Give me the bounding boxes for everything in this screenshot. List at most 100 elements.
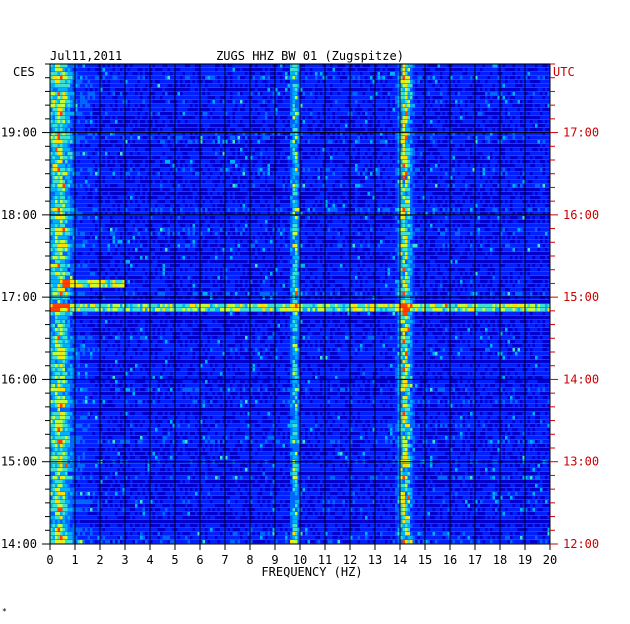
spectrogram-cell: [520, 116, 523, 119]
spectrogram-cell: [163, 104, 166, 107]
spectrogram-cell: [408, 100, 411, 103]
spectrogram-cell: [508, 136, 511, 139]
spectrogram-cell: [510, 80, 513, 83]
spectrogram-cell: [313, 88, 316, 91]
spectrogram-cell: [365, 140, 368, 143]
spectrogram-cell: [53, 88, 56, 91]
spectrogram-cell: [460, 144, 463, 147]
spectrogram-cell: [330, 160, 333, 163]
spectrogram-cell: [213, 100, 216, 103]
spectrogram-cell: [370, 160, 373, 163]
right-timezone-label: UTC: [553, 65, 575, 79]
spectrogram-cell: [118, 120, 121, 123]
spectrogram-cell: [403, 148, 406, 151]
spectrogram-cell: [513, 88, 516, 91]
spectrogram-cell: [188, 112, 191, 115]
spectrogram-cell: [303, 64, 306, 67]
spectrogram-cell: [270, 92, 273, 95]
spectrogram-cell: [330, 72, 333, 75]
spectrogram-cell: [333, 84, 336, 87]
spectrogram-cell: [438, 108, 441, 111]
spectrogram-cell: [355, 152, 358, 155]
spectrogram-cell: [508, 92, 511, 95]
spectrogram-cell: [320, 136, 323, 139]
spectrogram-cell: [165, 156, 168, 159]
spectrogram-cell: [503, 84, 506, 87]
spectrogram-cell: [320, 144, 323, 147]
spectrogram-cell: [233, 152, 236, 155]
spectrogram-cell: [290, 108, 293, 111]
spectrogram-cell: [143, 96, 146, 99]
spectrogram-cell: [210, 88, 213, 91]
spectrogram-cell: [543, 112, 546, 115]
spectrogram-cell: [185, 76, 188, 79]
spectrogram-cell: [495, 144, 498, 147]
spectrogram-cell: [445, 92, 448, 95]
spectrogram-cell: [420, 128, 423, 131]
spectrogram-cell: [305, 116, 308, 119]
spectrogram-cell: [370, 68, 373, 71]
spectrogram-cell: [188, 152, 191, 155]
spectrogram-cell: [305, 112, 308, 115]
spectrogram-cell: [103, 108, 106, 111]
spectrogram-cell: [285, 128, 288, 131]
spectrogram-cell: [440, 120, 443, 123]
spectrogram-cell: [395, 144, 398, 147]
spectrogram-cell: [385, 64, 388, 67]
spectrogram-cell: [328, 148, 331, 151]
spectrogram-cell: [490, 68, 493, 71]
spectrogram-cell: [230, 160, 233, 163]
spectrogram-cell: [545, 124, 548, 127]
spectrogram-cell: [270, 84, 273, 87]
spectrogram-cell: [255, 112, 258, 115]
spectrogram-cell: [215, 104, 218, 107]
spectrogram-cell: [438, 64, 441, 67]
spectrogram-cell: [383, 152, 386, 155]
spectrogram-cell: [460, 116, 463, 119]
spectrogram-cell: [285, 96, 288, 99]
spectrogram-cell: [155, 156, 158, 159]
spectrogram-cell: [533, 148, 536, 151]
spectrogram-cell: [283, 76, 286, 79]
spectrogram-cell: [433, 64, 436, 67]
spectrogram-cell: [385, 136, 388, 139]
spectrogram-cell: [145, 92, 148, 95]
spectrogram-cell: [520, 140, 523, 143]
spectrogram-cell: [528, 140, 531, 143]
spectrogram-cell: [115, 156, 118, 159]
spectrogram-cell: [193, 108, 196, 111]
spectrogram-cell: [310, 80, 313, 83]
spectrogram-cell: [395, 124, 398, 127]
spectrogram-cell: [455, 120, 458, 123]
spectrogram-cell: [280, 160, 283, 163]
spectrogram-cell: [310, 156, 313, 159]
spectrogram-cell: [240, 104, 243, 107]
spectrogram-cell: [145, 156, 148, 159]
spectrogram-cell: [185, 144, 188, 147]
spectrogram-cell: [95, 104, 98, 107]
spectrogram-cell: [338, 156, 341, 159]
spectrogram-cell: [328, 100, 331, 103]
spectrogram-cell: [385, 104, 388, 107]
spectrogram-cell: [510, 104, 513, 107]
spectrogram-cell: [103, 128, 106, 131]
spectrogram-cell: [255, 100, 258, 103]
spectrogram-cell: [408, 136, 411, 139]
spectrogram-cell: [430, 148, 433, 151]
spectrogram-cell: [245, 80, 248, 83]
spectrogram-cell: [320, 120, 323, 123]
spectrogram-cell: [58, 152, 61, 155]
spectrogram-cell: [408, 116, 411, 119]
spectrogram-cell: [315, 124, 318, 127]
spectrogram-cell: [120, 144, 123, 147]
spectrogram-cell: [265, 140, 268, 143]
spectrogram-cell: [240, 80, 243, 83]
spectrogram-cell: [533, 72, 536, 75]
spectrogram-cell: [263, 96, 266, 99]
spectrogram-cell: [280, 140, 283, 143]
spectrogram-cell: [145, 136, 148, 139]
spectrogram-cell: [155, 140, 158, 143]
spectrogram-cell: [395, 160, 398, 163]
spectrogram-cell: [65, 116, 68, 119]
spectrogram-cell: [483, 152, 486, 155]
